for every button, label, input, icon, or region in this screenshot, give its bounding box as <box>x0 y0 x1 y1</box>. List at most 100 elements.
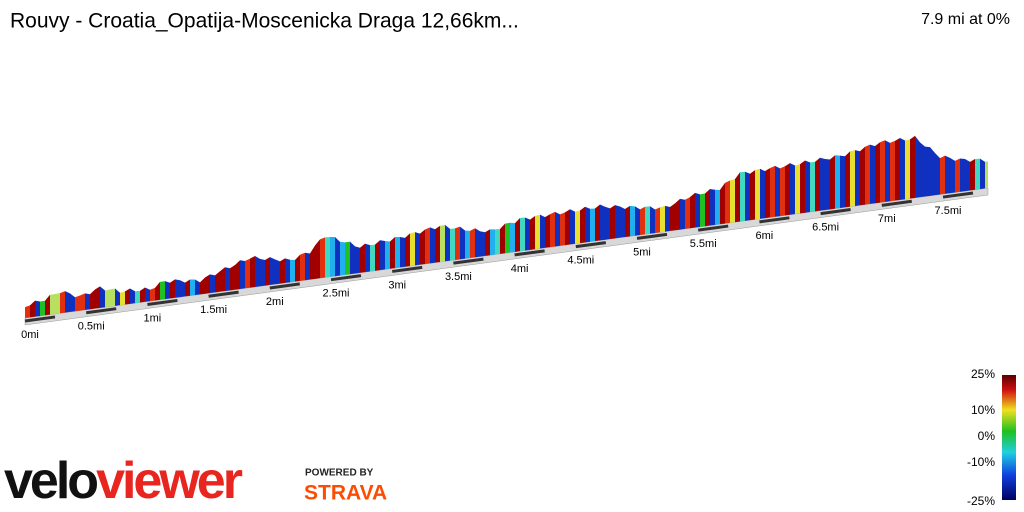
grade-strip <box>950 157 955 194</box>
grade-strip <box>920 142 925 198</box>
grade-strip <box>910 135 915 199</box>
grade-strip <box>495 228 500 255</box>
grade-strip <box>595 204 600 242</box>
grade-strip <box>305 252 310 281</box>
distance-label: 4mi <box>511 263 529 275</box>
scale-segment <box>759 216 790 224</box>
grade-strip <box>275 259 280 285</box>
grade-strip <box>760 168 765 219</box>
summary: 7.9 mi at 0% <box>921 11 1010 28</box>
grade-strip <box>455 226 460 260</box>
grade-strip <box>590 208 595 242</box>
distance-label: 6mi <box>756 230 774 242</box>
grade-strip <box>35 300 40 317</box>
grade-strip <box>820 157 825 211</box>
distance-label: 5mi <box>633 246 651 258</box>
grade-strip <box>565 209 570 246</box>
grade-strip <box>165 281 170 300</box>
grade-strip <box>95 286 100 309</box>
grade-strip <box>190 279 195 296</box>
grade-strip <box>370 244 375 272</box>
scale-segment <box>881 199 913 207</box>
grade-strip <box>705 188 710 227</box>
grade-strip <box>50 293 55 315</box>
grade-strip <box>810 161 815 213</box>
grade-strip <box>730 179 735 223</box>
grade-strip <box>685 197 690 229</box>
distance-label: 6.5mi <box>812 222 839 234</box>
grade-strip <box>135 290 140 304</box>
grade-strip <box>890 140 895 202</box>
grade-strip <box>230 264 235 291</box>
grade-strip <box>160 281 165 300</box>
grade-colorbar <box>1002 375 1016 500</box>
grade-strip <box>725 180 730 224</box>
grade-strip <box>770 165 775 218</box>
grade-strip <box>930 147 935 196</box>
grade-strip <box>940 155 945 195</box>
scale-segment <box>208 290 239 298</box>
grade-strip <box>880 140 885 203</box>
grade-strip <box>75 295 80 312</box>
grade-strip <box>655 207 660 233</box>
grade-strip <box>90 289 95 310</box>
distance-label: 0mi <box>21 329 39 341</box>
strava-logo: STRAVA <box>304 482 387 505</box>
distance-label: 7mi <box>878 213 896 225</box>
grade-strip <box>155 281 160 301</box>
grade-strip <box>410 232 415 267</box>
grade-strip <box>390 236 395 269</box>
grade-strip <box>385 241 390 270</box>
grade-strip <box>840 155 845 208</box>
grade-strip <box>665 205 670 232</box>
grade-strip <box>775 165 780 217</box>
grade-strip <box>30 300 35 318</box>
grade-strip <box>720 182 725 225</box>
scale-segment <box>391 265 423 273</box>
grade-strip <box>315 239 320 279</box>
grade-strip <box>490 229 495 256</box>
grade-strip <box>865 144 870 205</box>
grade-strip <box>430 227 435 264</box>
distance-label: 2.5mi <box>323 288 350 300</box>
grade-strip <box>205 274 210 294</box>
grade-strip <box>690 192 695 229</box>
grade-strip <box>365 243 370 273</box>
grade-strip <box>105 289 110 308</box>
grade-strip <box>285 258 290 283</box>
grade-strip <box>185 279 190 297</box>
grade-strip <box>300 252 305 281</box>
grade-strip <box>125 288 130 305</box>
scale-segment <box>820 208 851 216</box>
grade-strip <box>130 288 135 304</box>
grade-strip <box>150 287 155 302</box>
scale-segment <box>147 298 178 306</box>
grade-strip <box>480 231 485 257</box>
grade-strip <box>535 214 540 250</box>
grade-strip <box>250 255 255 288</box>
distance-label: 5.5mi <box>690 238 717 250</box>
grade-strip <box>925 146 930 197</box>
grade-label: 0% <box>978 429 996 443</box>
grade-strip <box>265 257 270 286</box>
grade-strip <box>650 206 655 234</box>
grade-strip <box>750 170 755 221</box>
grade-strip <box>320 237 325 279</box>
grade-strip <box>980 158 985 190</box>
scale-segment <box>24 315 56 323</box>
grade-strip <box>645 206 650 235</box>
grade-strip <box>40 300 45 316</box>
grade-strip <box>915 135 920 198</box>
grade-strip <box>435 225 440 263</box>
grade-strip <box>555 211 560 247</box>
grade-strip <box>330 236 335 277</box>
grade-strip <box>85 293 90 310</box>
grade-strip <box>870 144 875 204</box>
grade-strip <box>610 205 615 240</box>
grade-strip <box>545 214 550 248</box>
grade-strip <box>850 150 855 207</box>
scale-segment <box>330 274 362 282</box>
grade-strip <box>345 241 350 275</box>
grade-strip <box>295 254 300 282</box>
